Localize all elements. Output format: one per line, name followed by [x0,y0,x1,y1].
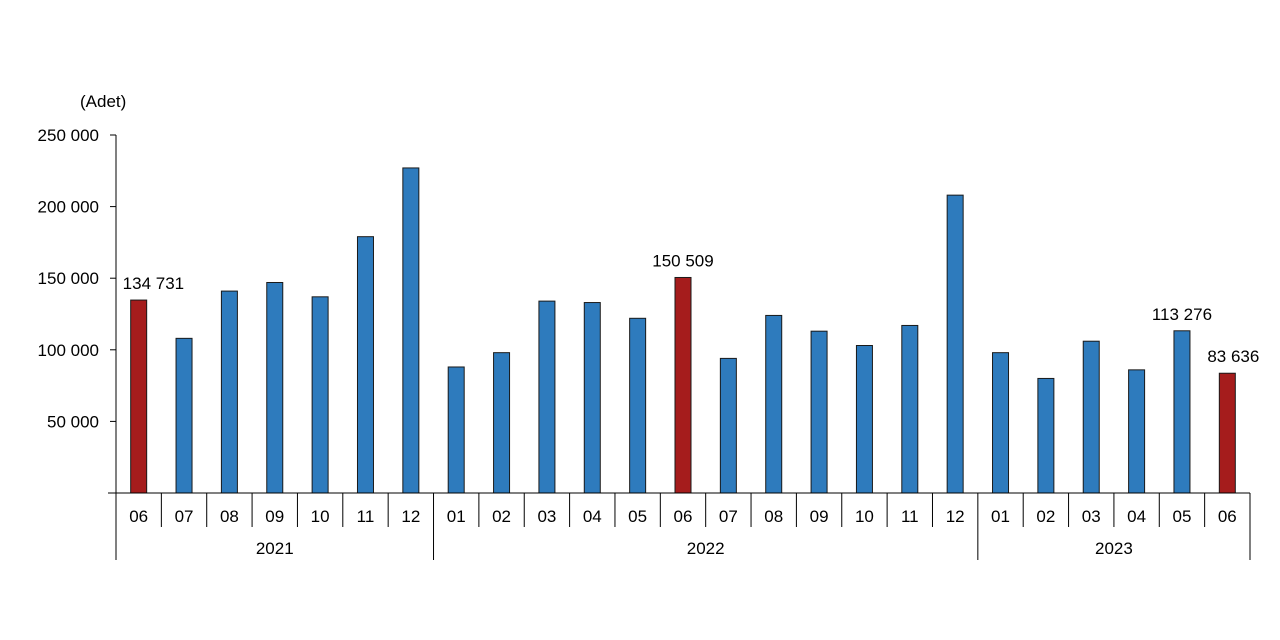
y-axis: 250 000 200 000 150 000 100 000 50 000 [38,126,117,494]
x-tick-label: 04 [1127,507,1146,526]
y-tick-label: 250 000 [38,126,99,145]
bar [402,167,420,494]
x-tick-label: 12 [401,507,420,526]
x-tick-label: 12 [946,507,965,526]
x-tick-label: 07 [719,507,738,526]
x-tick-label: 09 [265,507,284,526]
bar [538,300,556,494]
bar [946,194,964,494]
data-label: 134 731 [123,274,184,293]
bar [992,352,1010,494]
bar-highlighted [1218,372,1236,494]
bars [130,167,1236,494]
bar [493,352,511,494]
year-label: 2023 [1095,539,1133,558]
bar [266,281,284,494]
bar [311,296,329,494]
x-tick-label: 11 [357,507,375,526]
x-tick-label: 08 [220,507,239,526]
x-tick-label: 06 [674,507,693,526]
bar [220,290,238,494]
bar [175,337,193,494]
year-label: 2021 [256,539,294,558]
y-tick-label: 50 000 [47,412,99,431]
x-tick-label: 02 [492,507,511,526]
bar [629,317,647,494]
x-tick-label: 06 [1218,507,1237,526]
bar-highlighted [130,299,148,494]
x-tick-label: 02 [1036,507,1055,526]
x-tick-label: 05 [1172,507,1191,526]
x-tick-label: 05 [628,507,647,526]
bar [810,330,828,494]
data-label: 150 509 [652,251,713,270]
x-tick-label: 03 [537,507,556,526]
bar [1128,369,1146,494]
x-axis: 06 07 08 09 10 11 12 01 02 03 04 05 06 07 08 09 10 11 12 01… [115,492,1251,560]
bar [719,357,737,494]
bar [356,236,374,494]
x-tick-label: 10 [855,507,874,526]
x-tick-label: 07 [175,507,194,526]
x-tick-label: 06 [129,507,148,526]
y-tick-label: 100 000 [38,341,99,360]
y-tick-label: 150 000 [38,269,99,288]
bar [583,302,601,494]
data-label: 113 276 [1152,305,1212,324]
x-tick-label: 03 [1082,507,1101,526]
x-tick-label: 11 [901,507,919,526]
bar [447,366,465,494]
bar [901,324,919,494]
y-tick-label: 200 000 [38,198,99,217]
x-tick-label: 04 [583,507,602,526]
x-tick-label: 08 [764,507,783,526]
year-label: 2022 [687,539,725,558]
data-label: 83 636 [1207,347,1259,366]
bar [1082,340,1100,494]
bar [1173,330,1191,494]
x-tick-label: 01 [991,507,1010,526]
x-tick-label: 10 [311,507,330,526]
unit-label: (Adet) [80,92,126,111]
x-tick-label: 01 [447,507,466,526]
x-tick-label: 09 [810,507,829,526]
bar [1037,377,1055,494]
bar [765,314,783,494]
bar-highlighted [674,276,692,494]
bar [855,345,873,494]
data-labels: 134 731 150 509 113 276 83 636 [123,251,1260,366]
